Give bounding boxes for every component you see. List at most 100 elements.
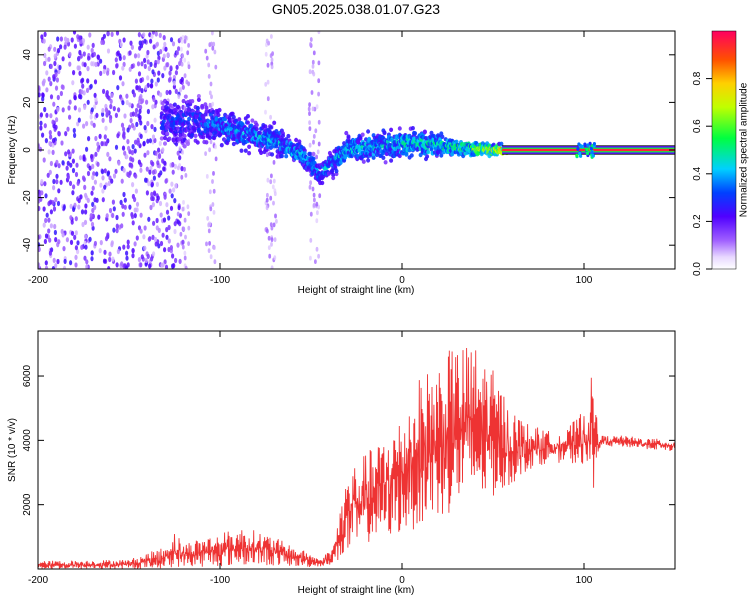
heatmap-cell xyxy=(43,238,48,245)
heatmap-cell xyxy=(167,246,171,253)
y-tick-label: 4000 xyxy=(22,429,33,452)
heatmap-cell xyxy=(68,61,72,67)
heatmap-cell xyxy=(104,125,108,131)
heatmap-cell xyxy=(153,62,157,68)
colorbar-tick-label: 0.8 xyxy=(692,71,703,85)
heatmap-cell xyxy=(46,172,50,178)
heatmap-cell xyxy=(213,245,216,251)
heatmap-cell xyxy=(273,255,277,261)
heatmap-cell xyxy=(154,81,158,87)
heatmap-cell xyxy=(76,240,80,246)
heatmap-cell xyxy=(200,105,205,110)
heatmap-cell xyxy=(183,38,187,44)
heatmap-cell xyxy=(172,102,177,107)
heatmap-cell xyxy=(169,205,174,211)
heatmap-cell xyxy=(43,123,47,129)
heatmap-cell xyxy=(193,133,198,138)
heatmap-cell xyxy=(366,158,371,163)
heatmap-cell xyxy=(62,204,66,211)
heatmap-cell xyxy=(585,147,589,152)
heatmap-cell xyxy=(64,151,68,157)
heatmap-cell xyxy=(101,117,105,123)
heatmap-cell xyxy=(266,62,270,68)
heatmap-cell xyxy=(183,94,188,99)
heatmap-cell xyxy=(78,49,82,56)
heatmap-cell xyxy=(115,223,119,229)
heatmap-cell xyxy=(137,159,141,165)
heatmap-cell xyxy=(183,73,187,78)
heatmap-cell xyxy=(210,41,213,47)
heatmap-cell xyxy=(108,251,112,257)
heatmap-cell xyxy=(389,127,394,132)
heatmap-cell xyxy=(129,162,134,168)
heatmap-cell xyxy=(152,220,156,226)
heatmap-cell xyxy=(273,191,277,197)
heatmap-cell xyxy=(116,248,120,255)
heatmap-cell xyxy=(102,88,106,94)
heatmap-cell xyxy=(207,135,212,140)
heatmap-cell xyxy=(116,85,120,91)
heatmap-cell xyxy=(342,141,347,146)
y-tick-label: 0 xyxy=(22,147,33,153)
heatmap-cell xyxy=(163,135,167,141)
heatmap-cell xyxy=(68,114,72,120)
heatmap-cell xyxy=(585,151,590,156)
heatmap-cell xyxy=(183,57,187,63)
heatmap-cell xyxy=(410,126,415,131)
heatmap-cell xyxy=(115,31,120,36)
heatmap-cell xyxy=(106,70,110,76)
heatmap-cell xyxy=(176,104,181,110)
heatmap-cell xyxy=(133,53,138,59)
heatmap-cell xyxy=(190,133,195,138)
heatmap-cell xyxy=(76,249,80,255)
heatmap-cell xyxy=(61,160,65,166)
heatmap-cell xyxy=(187,211,191,217)
heatmap-cell xyxy=(151,134,156,140)
heatmap-cell xyxy=(76,121,80,127)
heatmap-cell xyxy=(205,174,209,179)
heatmap-cell xyxy=(68,51,72,58)
heatmap-cell xyxy=(162,35,166,41)
heatmap-cell xyxy=(147,181,151,187)
heatmap-cell xyxy=(275,219,278,224)
heatmap-cell xyxy=(175,64,179,70)
snr-panel: -200 -100 0 100 2000 4000 6000 Height of strai… xyxy=(7,330,676,596)
heatmap-cell xyxy=(66,160,70,166)
heatmap-cell xyxy=(90,107,94,113)
heatmap-cell xyxy=(126,127,130,133)
heatmap-cell xyxy=(174,70,178,76)
heatmap-cell xyxy=(96,161,100,167)
heatmap-cell xyxy=(157,147,161,153)
heatmap-cell xyxy=(281,133,285,138)
heatmap-cell xyxy=(312,50,316,56)
heatmap-cell xyxy=(317,119,321,125)
heatmap-cell xyxy=(159,49,163,55)
heatmap-cell xyxy=(107,180,111,186)
heatmap-cell xyxy=(126,244,130,250)
heatmap-cell xyxy=(171,41,176,47)
heatmap-cell xyxy=(95,197,99,203)
heatmap-cell xyxy=(180,39,184,44)
heatmap-cell xyxy=(59,90,64,97)
heatmap-cell xyxy=(259,150,264,155)
heatmap-cell xyxy=(213,49,217,55)
heatmap-cell xyxy=(177,46,181,52)
heatmap-cell xyxy=(49,209,54,215)
heatmap-cell xyxy=(94,135,98,142)
heatmap-cell xyxy=(43,181,47,187)
heatmap-cell xyxy=(71,148,75,154)
heatmap-cell xyxy=(95,112,99,118)
heatmap-cell xyxy=(136,137,140,143)
heatmap-cell xyxy=(139,262,143,268)
heatmap-cell xyxy=(92,122,96,128)
heatmap-cell xyxy=(123,113,127,119)
heatmap-cell xyxy=(48,169,52,175)
heatmap-cell xyxy=(47,217,51,223)
heatmap-cell xyxy=(334,168,339,174)
heatmap-cell xyxy=(172,80,176,86)
heatmap-cell xyxy=(72,127,76,134)
heatmap-cell xyxy=(82,156,86,162)
heatmap-cell xyxy=(49,199,53,205)
heatmap-cell xyxy=(216,112,221,118)
heatmap-cell xyxy=(73,132,77,138)
